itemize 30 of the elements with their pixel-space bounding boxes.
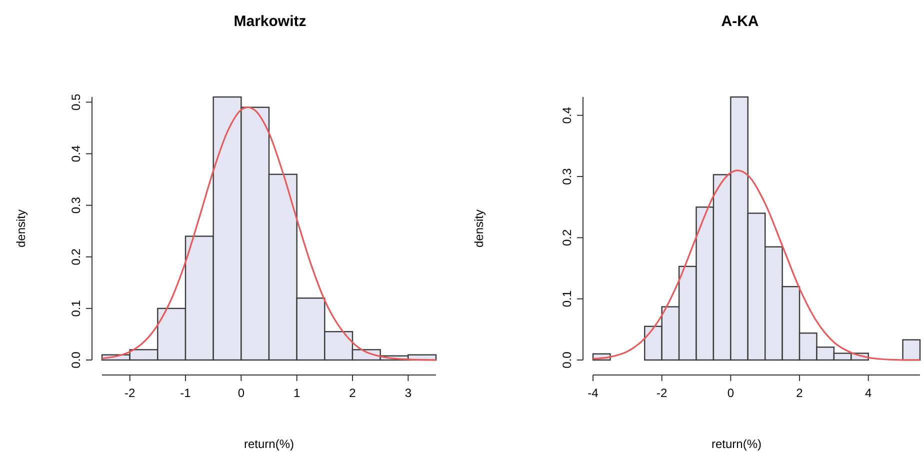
- line-series: [101, 106, 437, 361]
- y-tick-label: 0.3: [560, 168, 574, 185]
- y-tick-label: 0.5: [69, 93, 83, 110]
- y-tick-label: 0.2: [69, 248, 83, 266]
- x-tick-label: -2: [656, 386, 668, 400]
- y-tick-label: 0.1: [69, 300, 83, 317]
- x-tick-label: 1: [293, 386, 300, 400]
- y-tick-label: 0.4: [560, 106, 574, 124]
- y-tick-label: 0.2: [560, 229, 574, 246]
- x-tick-label: -2: [124, 386, 136, 400]
- chart-title: A-KA: [721, 13, 759, 30]
- x-tick-label: 2: [796, 386, 804, 400]
- x-axis-title: return(%): [244, 437, 294, 451]
- y-axis-title: density: [472, 209, 486, 248]
- y-axis-title: density: [14, 209, 28, 248]
- y-tick-label: 0.1: [560, 290, 574, 308]
- x-tick-label: 3: [404, 386, 412, 400]
- x-tick-label: 0: [238, 386, 245, 400]
- y-tick-label: 0.4: [69, 145, 83, 162]
- y-tick-label: 0.0: [69, 351, 83, 368]
- y-tick-label: 0.3: [69, 196, 83, 214]
- y-tick-label: 0.0: [560, 351, 574, 368]
- x-tick-label: 0: [727, 386, 734, 400]
- x-axis-title: return(%): [711, 437, 762, 451]
- x-tick-label: -4: [588, 386, 599, 400]
- x-tick-label: -1: [180, 386, 192, 400]
- x-tick-label: 2: [349, 386, 356, 400]
- x-tick-label: 4: [865, 386, 872, 400]
- line-series: [592, 170, 921, 361]
- chart-title: Markowitz: [234, 13, 306, 30]
